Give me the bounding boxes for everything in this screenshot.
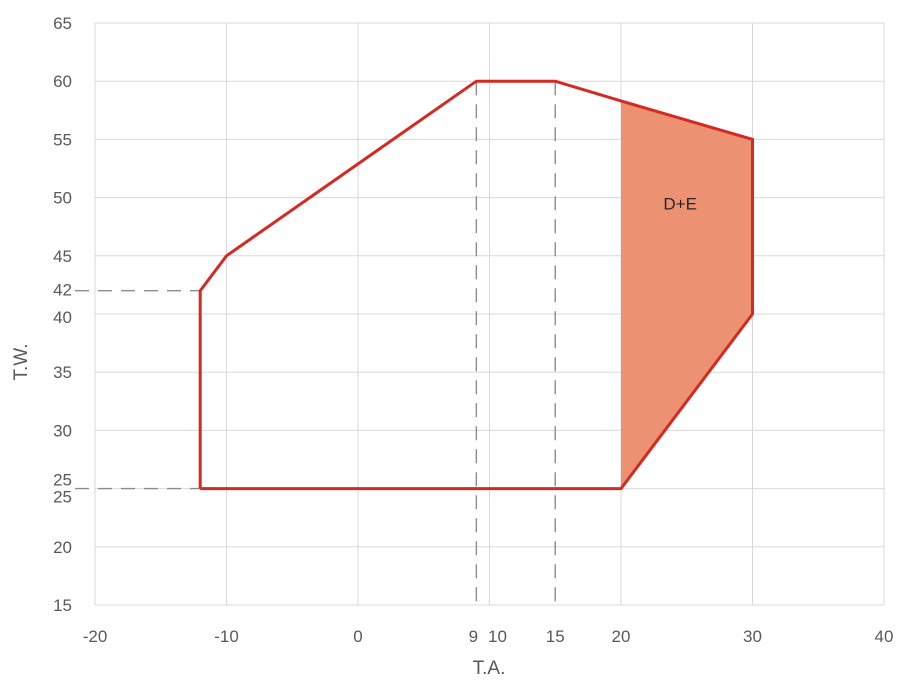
x-tick-label: 15 [546,627,565,646]
y-tick-label: 25 [53,471,72,490]
y-tick-label: 65 [53,14,72,33]
x-tick-label: -10 [214,627,239,646]
x-tick-label: 9 [469,627,478,646]
y-tick-label: 55 [53,130,72,149]
x-axis-ticks: -20 -10 0 9 10 15 20 30 40 [83,627,894,646]
y-tick-label: 20 [53,538,72,557]
region-label-d-e: D+E [663,194,697,213]
y-tick-label: 30 [53,421,72,440]
y-axis-title: T.W. [11,344,32,381]
x-axis-title: T.A. [473,658,506,679]
y-tick-label: 25 [53,488,72,507]
operating-envelope-line [198,79,754,491]
shaded-region-d-e [621,100,753,489]
x-tick-label: -20 [83,627,108,646]
grid [94,22,885,606]
y-tick-label: 35 [53,363,72,382]
y-tick-label: 42 [53,281,72,300]
x-tick-label: 30 [743,627,762,646]
x-tick-label: 0 [353,627,362,646]
y-tick-label: 15 [53,596,72,615]
x-tick-label: 10 [488,627,507,646]
y-tick-label: 45 [53,247,72,266]
y-tick-label: 60 [53,72,72,91]
y-tick-label: 40 [53,308,72,327]
reference-lines [75,81,556,605]
x-tick-label: 20 [612,627,631,646]
y-tick-label: 50 [53,189,72,208]
x-tick-label: 40 [875,627,894,646]
